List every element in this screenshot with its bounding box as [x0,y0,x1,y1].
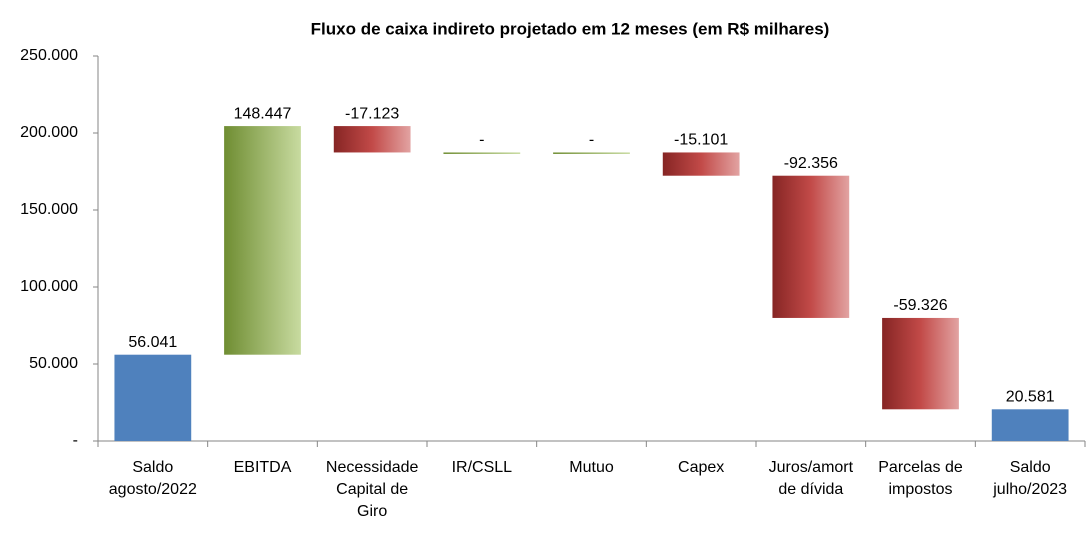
bar [443,152,521,154]
x-tick-label-line: Mutuo [569,459,614,476]
x-tick-label-line: Parcelas de [878,459,963,476]
x-tick-label-line: agosto/2022 [109,481,197,498]
bar [991,409,1069,441]
x-tick-label-line: IR/CSLL [452,459,513,476]
bar [772,175,850,318]
value-label: -15.101 [674,132,728,149]
x-tick-label: IR/CSLL [452,459,513,476]
x-tick-label-line: Saldo [1010,459,1051,476]
bar [224,126,301,355]
value-label: -92.356 [784,155,838,172]
x-tick-label-line: Saldo [132,459,173,476]
x-tick-label-line: Capital de [336,481,408,498]
value-label: -59.326 [893,297,947,314]
y-tick-label: 200.000 [20,124,78,141]
value-label: - [589,132,594,149]
bar [882,317,959,410]
bar [333,126,411,153]
chart-title: Fluxo de caixa indireto projetado em 12 … [311,19,830,38]
x-tick-label-line: EBITDA [234,459,292,476]
x-tick-label: Saldo julho/2023 [992,459,1067,498]
y-tick-label: 100.000 [20,278,78,295]
x-tick-label: Capex [678,459,724,476]
x-tick-label: Juros/amort de dívida [769,459,854,498]
x-tick-label-line: Capex [678,459,724,476]
x-tick-label-line: Giro [357,503,387,520]
y-tick-label: 150.000 [20,201,78,218]
value-label: -17.123 [345,105,399,122]
x-tick-label-line: de dívida [778,481,843,498]
bar [553,152,630,154]
value-label: - [479,132,484,149]
x-tick-label: EBITDA [234,459,292,476]
x-tick-label-line: julho/2023 [992,481,1067,498]
x-tick-label-line: Juros/amort [769,459,854,476]
value-label: 20.581 [1006,389,1055,406]
bar [114,354,192,441]
x-tick-label-line: Necessidade [326,459,419,476]
y-tick-label: - [73,432,78,449]
bar [662,152,740,176]
y-tick-label: 50.000 [29,355,78,372]
x-tick-label: Saldo agosto/2022 [109,459,197,498]
y-tick-label: 250.000 [20,47,78,64]
x-tick-label: Necessidade Capital de Giro [326,459,419,520]
x-tick-label: Mutuo [569,459,614,476]
value-label: 148.447 [234,105,292,122]
x-tick-label-line: impostos [888,481,952,498]
x-tick-label: Parcelas de impostos [878,459,963,498]
value-label: 56.041 [128,334,177,351]
